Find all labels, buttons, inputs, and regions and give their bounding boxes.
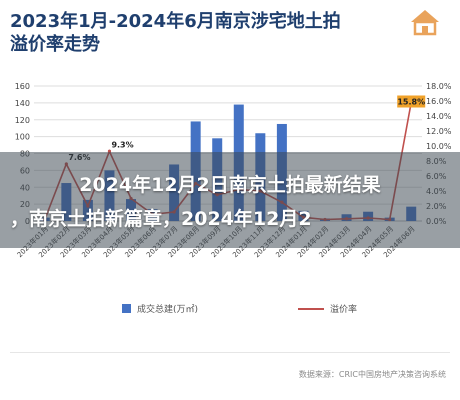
chart-title-line1: 2023年1月-2024年6月南京涉宅地土拍 xyxy=(10,11,341,32)
legend-item-bars: 成交总建(万㎡) xyxy=(122,302,198,315)
data-label-bg xyxy=(397,95,426,108)
source-note: 数据来源：CRIC中国房地产决策咨询系统 xyxy=(298,370,446,379)
data-label: 15.8% xyxy=(397,98,425,107)
legend-line-swatch xyxy=(298,307,324,310)
data-label: 9.3% xyxy=(111,140,133,149)
y-tick-left: 100 xyxy=(15,133,30,142)
y-tick-right: 14.0% xyxy=(426,112,452,121)
chart-title-line2: 溢价率走势 xyxy=(10,34,100,55)
house-logo-icon xyxy=(403,5,447,39)
overlay-banner xyxy=(0,152,460,248)
chart-legend: 成交总建(万㎡) 溢价率 xyxy=(0,302,460,322)
y-tick-left: 160 xyxy=(15,82,30,91)
legend-bar-label: 成交总建(万㎡) xyxy=(137,305,199,315)
overlay-text-line2: ，南京土拍新篇章，2024年12月2 xyxy=(10,208,312,230)
y-tick-right: 18.0% xyxy=(426,82,452,91)
y-tick-right: 16.0% xyxy=(426,97,452,106)
y-tick-right: 12.0% xyxy=(426,127,452,136)
y-tick-right: 10.0% xyxy=(426,142,452,151)
legend-item-line: 溢价率 xyxy=(298,302,357,315)
legend-bar-swatch xyxy=(122,304,131,313)
y-tick-left: 120 xyxy=(15,116,30,125)
y-tick-left: 140 xyxy=(15,99,30,108)
footer-divider xyxy=(10,352,450,353)
overlay-text-line1: 2024年12月2日南京土拍最新结果 xyxy=(79,174,381,196)
legend-line-label: 溢价率 xyxy=(330,305,358,315)
